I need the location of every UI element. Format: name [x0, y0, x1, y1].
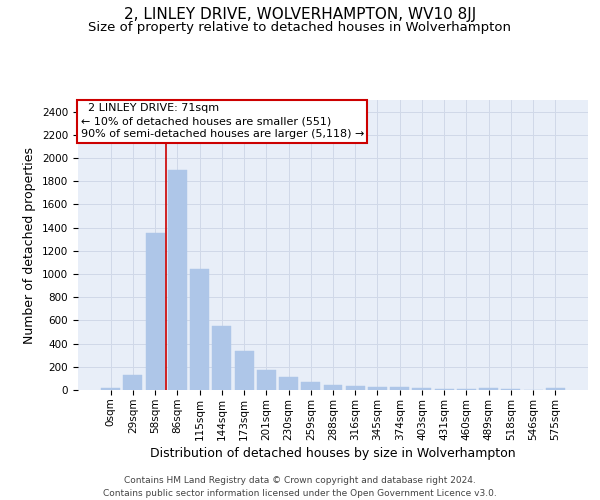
Bar — [235, 350, 254, 390]
Bar — [346, 386, 365, 390]
Text: Size of property relative to detached houses in Wolverhampton: Size of property relative to detached ho… — [89, 21, 511, 34]
Bar — [212, 326, 231, 390]
Bar — [479, 388, 498, 390]
Bar — [168, 170, 187, 390]
Bar — [412, 388, 431, 390]
Bar — [124, 375, 142, 390]
Bar — [390, 388, 409, 390]
Text: Distribution of detached houses by size in Wolverhampton: Distribution of detached houses by size … — [150, 448, 516, 460]
Bar — [190, 269, 209, 390]
Bar — [435, 389, 454, 390]
Bar — [368, 386, 387, 390]
Text: 2, LINLEY DRIVE, WOLVERHAMPTON, WV10 8JJ: 2, LINLEY DRIVE, WOLVERHAMPTON, WV10 8JJ — [124, 8, 476, 22]
Bar — [146, 234, 164, 390]
Bar — [301, 382, 320, 390]
Text: Contains HM Land Registry data © Crown copyright and database right 2024.
Contai: Contains HM Land Registry data © Crown c… — [103, 476, 497, 498]
Text: 2 LINLEY DRIVE: 71sqm  
← 10% of detached houses are smaller (551)
90% of semi-d: 2 LINLEY DRIVE: 71sqm ← 10% of detached … — [80, 103, 364, 140]
Bar — [101, 388, 120, 390]
Bar — [279, 376, 298, 390]
Y-axis label: Number of detached properties: Number of detached properties — [23, 146, 37, 344]
Bar — [257, 370, 276, 390]
Bar — [546, 388, 565, 390]
Bar — [323, 385, 343, 390]
